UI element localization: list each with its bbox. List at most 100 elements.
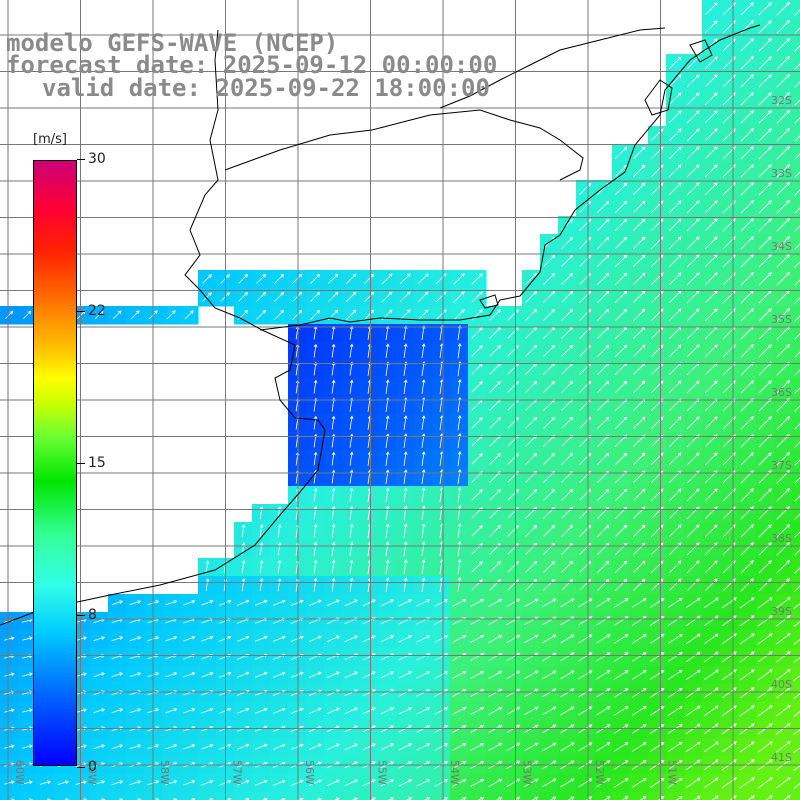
wind-arrow (344, 707, 358, 715)
wind-arrow (280, 797, 286, 800)
wind-arrow (403, 505, 408, 521)
wind-arrow (403, 325, 408, 341)
wind-arrow (668, 218, 682, 232)
wind-cell (648, 792, 667, 800)
wind-arrow (385, 487, 390, 502)
wind-arrow (417, 291, 429, 303)
wind-arrow (506, 688, 521, 698)
wind-arrow (471, 453, 483, 465)
wind-arrow (740, 236, 754, 250)
wind-arrow (344, 779, 358, 787)
wind-arrow (542, 688, 557, 698)
wind-cell (792, 630, 800, 649)
wind-arrow (597, 380, 610, 393)
wind-arrow (543, 488, 556, 501)
wind-arrow (313, 451, 318, 466)
wind-cell (90, 792, 109, 800)
wind-arrow (111, 780, 124, 786)
wind-cell (792, 0, 800, 19)
wind-arrow (349, 379, 354, 394)
wind-arrow (345, 309, 357, 321)
wind-cell (234, 792, 253, 800)
wind-arrow (649, 688, 665, 698)
wind-arrow (561, 236, 574, 249)
wind-arrow (758, 38, 772, 52)
wind-arrow (398, 635, 413, 643)
wind-arrow (776, 92, 790, 106)
wind-arrow (793, 657, 800, 663)
wind-arrow (93, 636, 106, 641)
wind-cell (504, 792, 523, 800)
wind-arrow (421, 343, 426, 359)
wind-arrow (704, 272, 718, 286)
wind-arrow (776, 38, 790, 52)
wind-arrow (277, 577, 282, 592)
wind-arrow (488, 688, 503, 697)
wind-arrow (740, 578, 754, 592)
wind-arrow (453, 309, 465, 321)
colorbar-tick-30: 30 (77, 151, 106, 167)
wind-arrow (740, 38, 754, 52)
wind-arrow (740, 452, 754, 466)
wind-arrow (776, 110, 790, 124)
wind-arrow (435, 273, 447, 285)
wind-arrow (363, 273, 375, 285)
wind-arrow (274, 309, 285, 320)
wind-arrow (632, 488, 646, 502)
wind-arrow (758, 524, 772, 538)
wind-arrow (615, 236, 628, 249)
wind-arrow (794, 567, 800, 574)
colorbar-tick-0: 0 (77, 759, 97, 775)
wind-cell (792, 540, 800, 559)
wind-arrow (525, 561, 537, 573)
wind-arrow (331, 451, 336, 466)
wind-arrow (3, 636, 15, 641)
wind-arrow (507, 417, 519, 429)
wind-arrow (313, 415, 318, 430)
wind-arrow (758, 164, 772, 178)
wind-arrow (471, 417, 483, 429)
wind-arrow (615, 542, 628, 555)
wind-arrow (649, 634, 665, 644)
wind-arrow (776, 578, 790, 592)
wind-cell (792, 270, 800, 289)
wind-arrow (331, 577, 336, 592)
wind-cell (486, 792, 505, 800)
wind-arrow (704, 488, 718, 502)
wind-arrow (704, 218, 718, 232)
wind-arrow (313, 523, 318, 538)
wind-arrow (613, 652, 629, 662)
wind-arrow (238, 274, 248, 284)
wind-arrow (262, 797, 268, 800)
wind-arrow (597, 200, 610, 213)
wind-arrow (129, 708, 142, 714)
wind-arrow (631, 598, 647, 608)
wind-arrow (758, 416, 772, 430)
wind-arrow (579, 308, 592, 321)
wind-arrow (201, 779, 214, 786)
wind-arrow (704, 74, 718, 88)
wind-arrow (615, 434, 628, 447)
wind-arrow (290, 707, 304, 714)
wind-arrow (579, 290, 592, 303)
wind-arrow (615, 380, 628, 393)
wind-arrow (668, 200, 682, 214)
wind-arrow (615, 488, 628, 501)
wind-arrow (290, 599, 304, 606)
wind-arrow (595, 598, 611, 608)
wind-arrow (254, 707, 268, 714)
wind-arrow (739, 741, 755, 753)
wind-cell (792, 468, 800, 487)
wind-arrow (579, 344, 592, 357)
wind-arrow (3, 744, 15, 749)
wind-arrow (111, 672, 124, 678)
wind-arrow (721, 777, 737, 789)
wind-arrow (776, 146, 790, 160)
wind-arrow (165, 636, 178, 642)
wind-arrow (686, 380, 700, 394)
wind-arrow (793, 747, 800, 753)
wind-arrow (489, 327, 501, 339)
wind-arrow (292, 309, 303, 320)
wind-arrow (703, 777, 719, 789)
wind-arrow (595, 688, 611, 698)
